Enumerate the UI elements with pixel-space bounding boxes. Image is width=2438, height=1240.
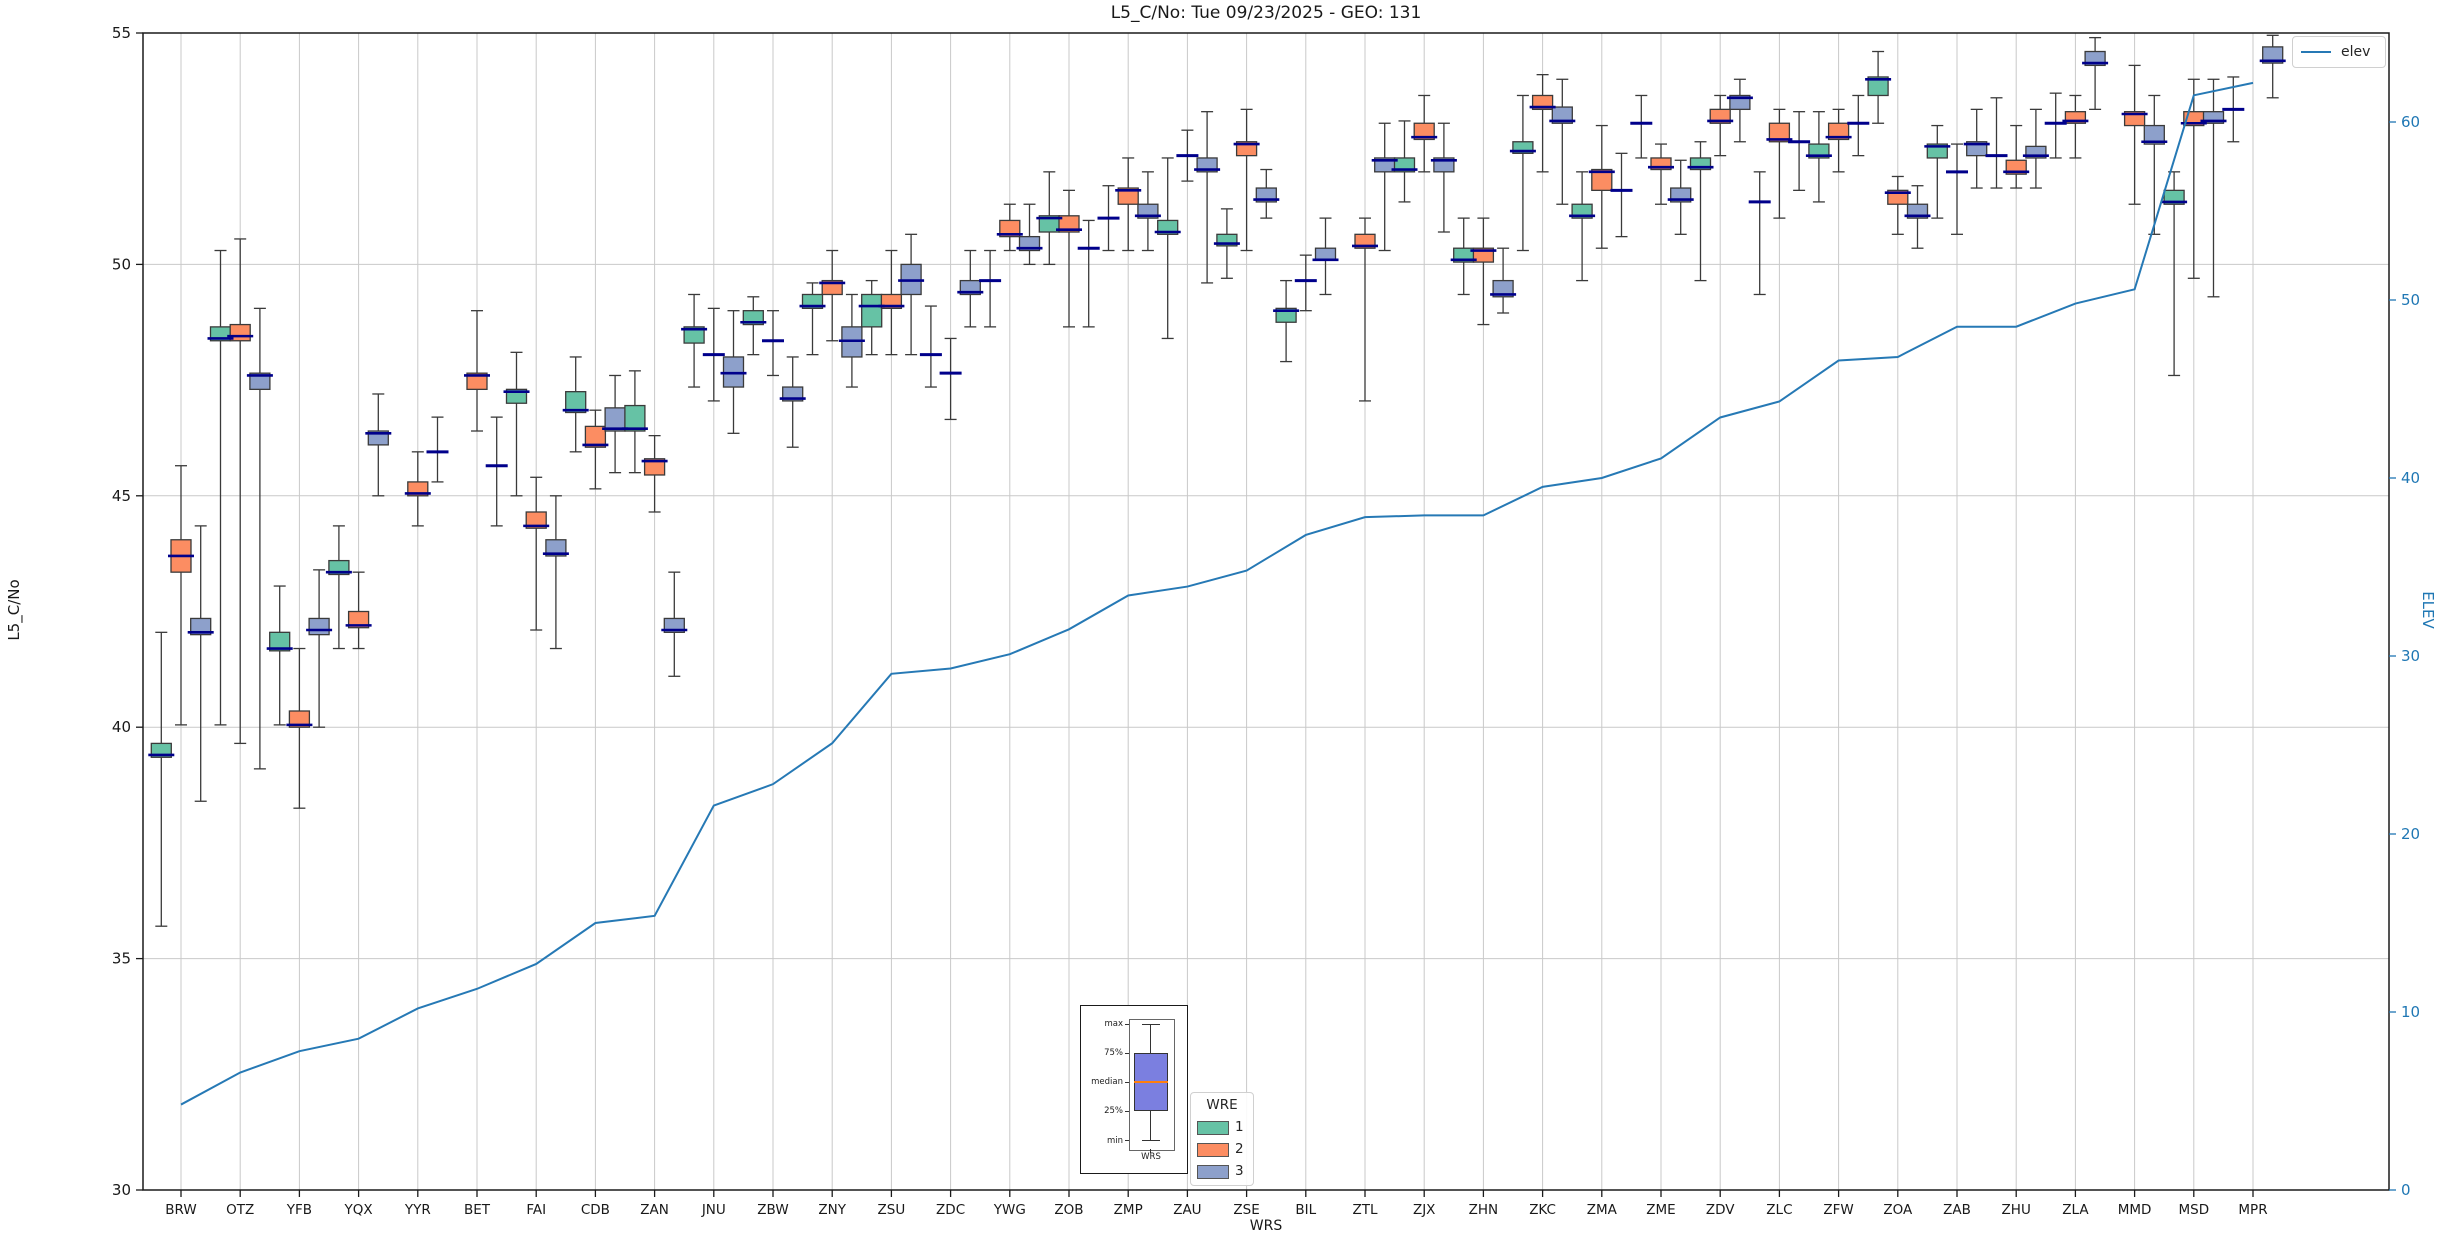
svg-text:ZDC: ZDC xyxy=(936,1202,965,1218)
svg-text:20: 20 xyxy=(2401,825,2420,843)
svg-text:ZMA: ZMA xyxy=(1587,1202,1618,1218)
wre-legend: WRE 1 2 3 xyxy=(1190,1092,1254,1186)
svg-text:ZME: ZME xyxy=(1646,1202,1675,1218)
chart-title: L5_C/No: Tue 09/23/2025 - GEO: 131 xyxy=(1110,3,1422,23)
wre-legend-item-2: 2 xyxy=(1191,1141,1253,1157)
inset-tick xyxy=(1125,1140,1129,1141)
svg-text:MSD: MSD xyxy=(2178,1202,2209,1218)
boxplot-key-inset: max 75% median 25% min WRS xyxy=(1080,1005,1188,1174)
svg-text:50: 50 xyxy=(2401,291,2420,309)
wre1-color-swatch xyxy=(1197,1121,1229,1135)
wre-legend-title: WRE xyxy=(1206,1097,1238,1113)
wre1-label: 1 xyxy=(1235,1119,1244,1135)
svg-text:ZNY: ZNY xyxy=(818,1202,846,1218)
svg-text:ZMP: ZMP xyxy=(1114,1202,1143,1218)
svg-text:60: 60 xyxy=(2401,113,2420,131)
inset-label-75: 75% xyxy=(1104,1048,1123,1058)
svg-text:ZAN: ZAN xyxy=(640,1202,669,1218)
svg-text:50: 50 xyxy=(112,255,131,273)
wre3-label: 3 xyxy=(1235,1163,1244,1179)
wre2-label: 2 xyxy=(1235,1141,1244,1157)
inset-label-max: max xyxy=(1104,1019,1123,1029)
svg-text:BIL: BIL xyxy=(1295,1202,1316,1218)
svg-text:30: 30 xyxy=(2401,647,2420,665)
svg-text:ZDV: ZDV xyxy=(1706,1202,1735,1218)
svg-text:ZAU: ZAU xyxy=(1173,1202,1201,1218)
inset-min-cap xyxy=(1142,1140,1160,1142)
svg-text:CDB: CDB xyxy=(581,1202,610,1218)
svg-text:JNU: JNU xyxy=(701,1202,726,1218)
inset-label-median: median xyxy=(1091,1077,1123,1087)
inset-x-tick xyxy=(1150,1149,1151,1153)
svg-text:MMD: MMD xyxy=(2118,1202,2152,1218)
inset-tick xyxy=(1125,1082,1129,1083)
svg-text:ZOB: ZOB xyxy=(1054,1202,1083,1218)
inset-tick xyxy=(1125,1024,1129,1025)
svg-text:OTZ: OTZ xyxy=(226,1202,254,1218)
wre-legend-item-3: 3 xyxy=(1191,1163,1253,1179)
svg-text:0: 0 xyxy=(2401,1181,2411,1199)
svg-text:45: 45 xyxy=(112,487,131,505)
svg-text:YWG: YWG xyxy=(993,1202,1026,1218)
svg-text:BET: BET xyxy=(464,1202,491,1218)
svg-text:ZFW: ZFW xyxy=(1823,1202,1853,1218)
wre2-color-swatch xyxy=(1197,1143,1229,1157)
right-axis-label: ELEV xyxy=(2419,591,2437,629)
y-axis-label: L5_C/No xyxy=(5,579,23,641)
inset-upper-whisker xyxy=(1150,1024,1152,1053)
svg-text:ZOA: ZOA xyxy=(1883,1202,1913,1218)
svg-text:35: 35 xyxy=(112,950,131,968)
svg-text:YFB: YFB xyxy=(286,1202,312,1218)
svg-text:YYR: YYR xyxy=(404,1202,431,1218)
inset-max-cap xyxy=(1142,1024,1160,1026)
svg-text:ZSU: ZSU xyxy=(878,1202,906,1218)
elev-legend-label: elev xyxy=(2341,44,2371,60)
svg-text:ZKC: ZKC xyxy=(1529,1202,1556,1218)
svg-text:10: 10 xyxy=(2401,1003,2420,1021)
x-axis-label: WRS xyxy=(1249,1218,1283,1234)
svg-text:FAI: FAI xyxy=(526,1202,546,1218)
svg-text:ZHN: ZHN xyxy=(1469,1202,1499,1218)
elev-line-icon xyxy=(2301,51,2331,53)
svg-text:ZAB: ZAB xyxy=(1943,1202,1971,1218)
inset-tick xyxy=(1125,1053,1129,1054)
svg-text:ZLC: ZLC xyxy=(1766,1202,1792,1218)
svg-text:40: 40 xyxy=(112,718,131,736)
svg-text:55: 55 xyxy=(112,24,131,42)
inset-lower-whisker xyxy=(1150,1111,1152,1141)
svg-text:ZLA: ZLA xyxy=(2062,1202,2089,1218)
svg-text:YQX: YQX xyxy=(344,1202,373,1218)
svg-text:30: 30 xyxy=(112,1181,131,1199)
wre3-color-swatch xyxy=(1197,1165,1229,1179)
svg-text:ZJX: ZJX xyxy=(1413,1202,1435,1218)
svg-text:BRW: BRW xyxy=(165,1202,196,1218)
inset-tick xyxy=(1125,1111,1129,1112)
elev-legend: elev xyxy=(2292,36,2386,68)
inset-median-line xyxy=(1134,1081,1168,1083)
inset-label-min: min xyxy=(1106,1136,1123,1146)
svg-text:MPR: MPR xyxy=(2238,1202,2267,1218)
inset-label-25: 25% xyxy=(1104,1106,1123,1116)
svg-text:40: 40 xyxy=(2401,469,2420,487)
svg-text:ZSE: ZSE xyxy=(1233,1202,1259,1218)
svg-text:ZHU: ZHU xyxy=(2002,1202,2031,1218)
svg-text:ZBW: ZBW xyxy=(757,1202,788,1218)
inset-x-label: WRS xyxy=(1141,1152,1161,1162)
wre-legend-item-1: 1 xyxy=(1191,1119,1253,1135)
svg-text:ZTL: ZTL xyxy=(1352,1202,1377,1218)
